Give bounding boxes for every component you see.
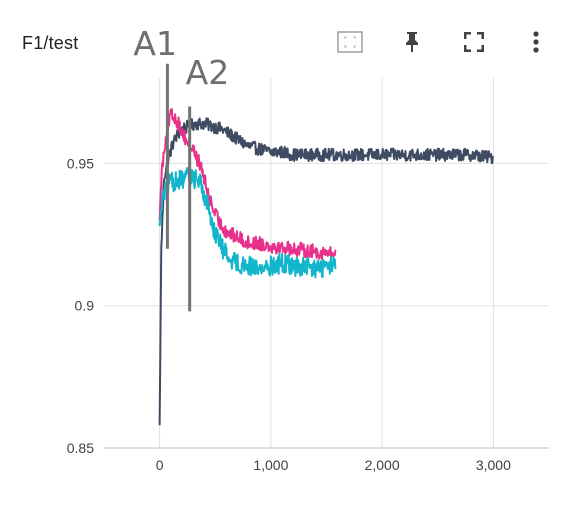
y-tick-label: 0.9: [75, 298, 95, 314]
fit-domain-icon: [337, 31, 363, 53]
fullscreen-icon: [464, 32, 484, 52]
annotation-label: A2: [186, 53, 230, 92]
y-tick-label: 0.95: [67, 155, 94, 171]
series-line: [158, 117, 494, 426]
annotation-label: A1: [133, 24, 177, 63]
fit-domain-button[interactable]: [334, 26, 366, 58]
axes: 0 1,000 2,000 3,000 0.85 0.9 0.95: [67, 155, 549, 473]
x-tick-label: 2,000: [365, 457, 400, 473]
pin-icon: [406, 32, 418, 52]
pin-button[interactable]: [396, 26, 428, 58]
more-vert-icon: [533, 31, 539, 53]
series-line: [158, 167, 337, 279]
more-options-button[interactable]: [520, 26, 552, 58]
fullscreen-button[interactable]: [458, 26, 490, 58]
series-lines: [158, 108, 494, 426]
x-tick-label: 1,000: [253, 457, 288, 473]
y-tick-label: 0.85: [67, 440, 94, 456]
x-tick-label: 0: [156, 457, 164, 473]
card-toolbar: [304, 26, 552, 58]
x-tick-label: 3,000: [476, 457, 511, 473]
chart-title: F1/test: [22, 33, 79, 53]
